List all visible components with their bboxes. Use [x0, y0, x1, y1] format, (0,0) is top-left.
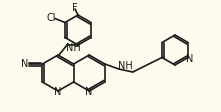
Text: F: F: [72, 3, 78, 13]
Text: N: N: [54, 87, 62, 97]
Text: NH: NH: [66, 43, 81, 53]
Text: N: N: [186, 54, 194, 64]
Text: Cl: Cl: [46, 13, 56, 23]
Text: N: N: [21, 59, 28, 69]
Text: N: N: [86, 87, 93, 97]
Text: NH: NH: [118, 60, 133, 70]
